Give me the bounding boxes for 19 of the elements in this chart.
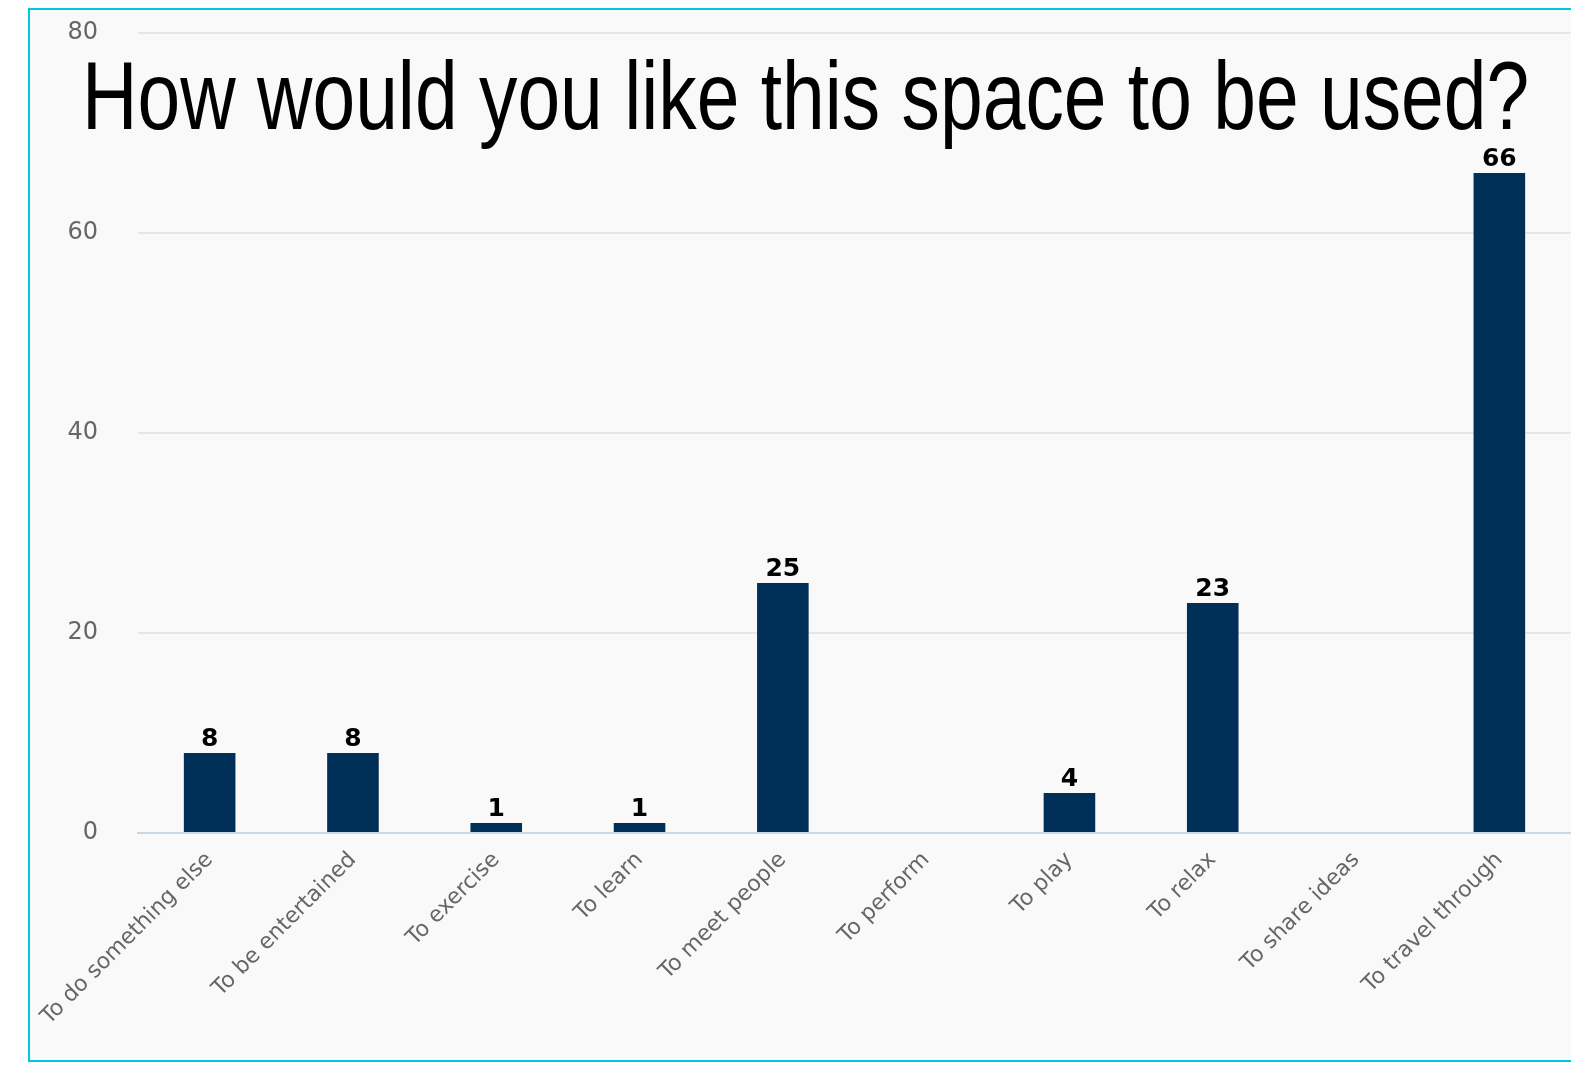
data-label: 23 <box>1195 573 1231 602</box>
data-label: 8 <box>200 723 219 752</box>
bar <box>183 753 236 832</box>
y-tick-label: 0 <box>82 817 98 846</box>
bar <box>327 753 379 832</box>
bar <box>757 583 809 832</box>
y-tick-label: 20 <box>67 617 98 646</box>
bar <box>470 823 523 832</box>
bar <box>1473 173 1526 832</box>
bar <box>1186 603 1239 832</box>
data-label: 1 <box>487 793 505 822</box>
data-label: 4 <box>1060 763 1079 792</box>
data-label: 8 <box>344 723 362 752</box>
data-label: 1 <box>630 793 649 822</box>
bar <box>613 823 666 832</box>
y-tick-label: 40 <box>67 417 98 446</box>
bar <box>1043 793 1096 832</box>
y-tick-label: 60 <box>67 217 98 246</box>
data-label: 25 <box>765 553 801 582</box>
